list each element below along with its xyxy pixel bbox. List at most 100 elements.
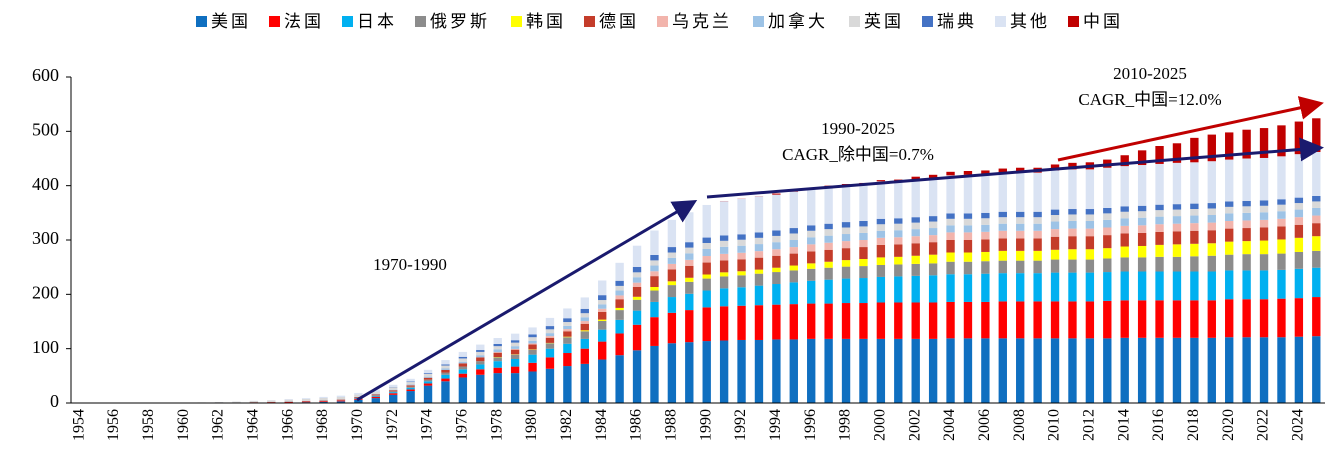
bar-segment bbox=[841, 241, 851, 249]
bar-segment bbox=[998, 211, 1007, 218]
bar-segment bbox=[510, 348, 520, 350]
bar-segment bbox=[1137, 150, 1147, 166]
bar-segment bbox=[1242, 337, 1251, 403]
legend-label: 乌克兰 bbox=[672, 12, 732, 31]
bar-segment bbox=[650, 276, 659, 287]
bar-segment bbox=[1155, 256, 1164, 272]
bar-segment bbox=[1190, 209, 1199, 216]
bar-segment bbox=[1190, 223, 1199, 231]
bar-segment bbox=[1294, 336, 1304, 403]
legend-swatch bbox=[511, 16, 522, 27]
bar-segment bbox=[894, 244, 903, 257]
bar-segment bbox=[1120, 233, 1129, 247]
bar-segment bbox=[963, 218, 973, 226]
bar-segment bbox=[876, 218, 886, 225]
bar-segment bbox=[894, 264, 903, 277]
bar-segment bbox=[1033, 230, 1042, 239]
bar-segment bbox=[807, 338, 816, 403]
bar-segment bbox=[1242, 220, 1251, 229]
bar-segment bbox=[458, 356, 468, 359]
bar-segment bbox=[336, 399, 346, 401]
bar-segment bbox=[389, 389, 398, 391]
bar-segment bbox=[1277, 226, 1286, 240]
bar-segment bbox=[423, 369, 433, 374]
bar-segment bbox=[406, 384, 415, 386]
bar-segment bbox=[1312, 236, 1321, 251]
bar-segment bbox=[1294, 268, 1304, 299]
bar-segment bbox=[510, 342, 520, 347]
bar-segment bbox=[789, 233, 798, 240]
bar-segment bbox=[563, 336, 572, 338]
bar-segment bbox=[423, 383, 433, 386]
bar-segment bbox=[354, 399, 363, 403]
bar-segment bbox=[911, 176, 920, 180]
bar-segment bbox=[1016, 230, 1025, 239]
bar-segment bbox=[719, 246, 729, 254]
bar-segment bbox=[859, 278, 868, 304]
bar-segment bbox=[510, 358, 520, 367]
bar-segment bbox=[371, 391, 380, 395]
bar-segment bbox=[1016, 260, 1025, 274]
bar-segment bbox=[807, 237, 816, 245]
x-tick-label: 1982 bbox=[558, 409, 575, 441]
bar-segment bbox=[545, 329, 555, 334]
bar-segment bbox=[963, 213, 973, 219]
bar-segment bbox=[685, 293, 694, 311]
bar-segment bbox=[563, 322, 572, 326]
x-tick-label: 2014 bbox=[1115, 409, 1132, 441]
bar-segment bbox=[632, 277, 642, 283]
x-tick-label: 1980 bbox=[523, 409, 540, 441]
bar-segment bbox=[963, 301, 973, 339]
bar-segment bbox=[928, 228, 938, 236]
bar-segment bbox=[1172, 271, 1182, 301]
bar-segment bbox=[1155, 337, 1164, 403]
bar-segment bbox=[685, 253, 694, 260]
bar-segment bbox=[598, 320, 607, 330]
x-tick-label: 1970 bbox=[349, 409, 366, 441]
bar-segment bbox=[545, 337, 555, 343]
bar-segment bbox=[876, 338, 886, 403]
bar-segment bbox=[1242, 270, 1251, 300]
bar-segment bbox=[249, 401, 259, 403]
x-tick-label: 1960 bbox=[175, 409, 192, 441]
bar-segment bbox=[580, 313, 589, 318]
bar-segment bbox=[772, 230, 781, 236]
bar-segment bbox=[946, 274, 955, 302]
bar-segment bbox=[1242, 241, 1251, 255]
bar-segment bbox=[772, 249, 781, 256]
x-tick-label: 1974 bbox=[419, 409, 436, 441]
bar-segment bbox=[876, 181, 886, 219]
bar-segment bbox=[1033, 273, 1042, 302]
bar-segment bbox=[1207, 230, 1216, 244]
bar-segment bbox=[1155, 204, 1164, 211]
bar-segment bbox=[1068, 236, 1077, 250]
bar-segment bbox=[841, 278, 851, 304]
bar-segment bbox=[1294, 251, 1304, 269]
bar-segment bbox=[267, 400, 276, 402]
bar-segment bbox=[911, 243, 920, 256]
bar-segment bbox=[1050, 215, 1060, 222]
bar-segment bbox=[1172, 204, 1182, 210]
bar-segment bbox=[1259, 157, 1269, 201]
bar-segment bbox=[493, 373, 502, 403]
bar-segment bbox=[1225, 220, 1234, 229]
bar-segment bbox=[998, 223, 1007, 231]
bar-segment bbox=[1312, 297, 1321, 337]
bar-segment bbox=[1312, 336, 1321, 403]
bar-segment bbox=[667, 343, 677, 403]
bar-segment bbox=[1155, 231, 1164, 245]
bar-segment bbox=[789, 265, 798, 271]
bar-segment bbox=[946, 240, 955, 253]
bar-segment bbox=[1207, 300, 1216, 338]
bar-segment bbox=[911, 236, 920, 244]
bar-segment bbox=[824, 338, 833, 403]
bar-segment bbox=[667, 269, 677, 282]
bar-segment bbox=[1068, 220, 1077, 229]
bar-segment bbox=[963, 252, 973, 262]
bar-segment bbox=[998, 168, 1007, 174]
bar-segment bbox=[580, 317, 589, 322]
bar-segment bbox=[807, 230, 816, 238]
bar-segment bbox=[1259, 240, 1269, 255]
bar-segment bbox=[1294, 298, 1304, 337]
bar-segment bbox=[510, 333, 520, 341]
